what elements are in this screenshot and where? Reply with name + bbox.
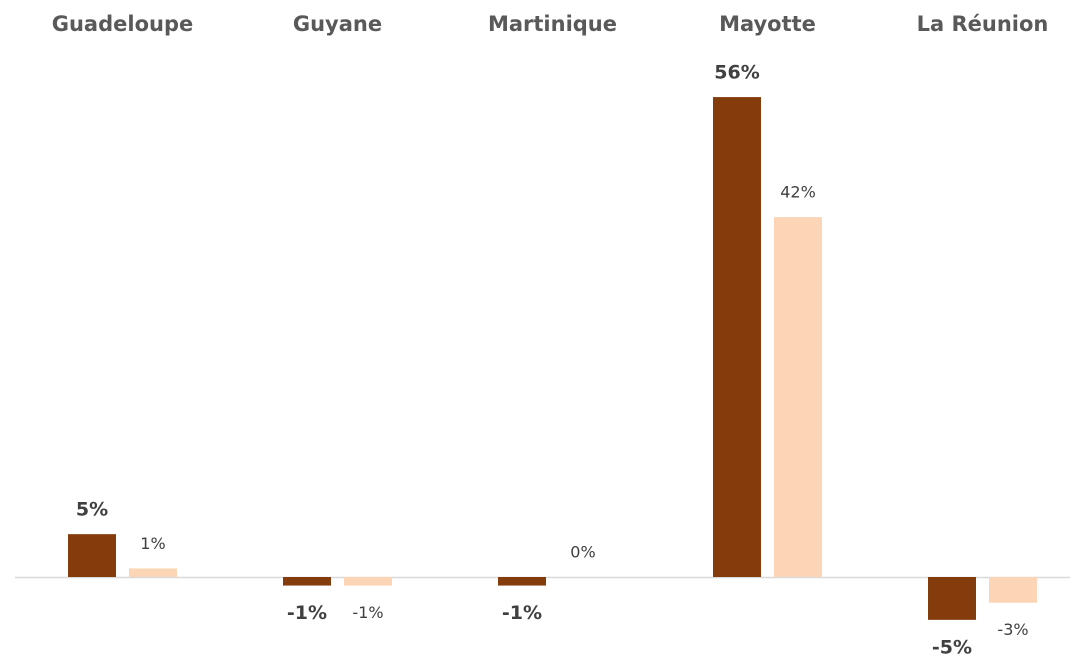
bar: [68, 534, 116, 577]
data-label: 0%: [570, 543, 595, 562]
data-label: -1%: [287, 602, 327, 624]
bar: [283, 577, 331, 586]
category-label: Martinique: [488, 12, 617, 36]
category-label: Guadeloupe: [52, 12, 193, 36]
data-label: 1%: [140, 534, 165, 553]
category-label: Mayotte: [719, 12, 816, 36]
data-label: 42%: [780, 183, 816, 202]
bar: [129, 568, 177, 577]
data-label: -5%: [932, 636, 972, 658]
bar: [928, 577, 976, 620]
data-label: 56%: [714, 62, 759, 84]
bar: [344, 577, 392, 586]
bar: [774, 217, 822, 577]
data-label: -1%: [352, 603, 383, 622]
bar: [713, 97, 761, 577]
category-label: Guyane: [293, 12, 382, 36]
data-label: -1%: [502, 602, 542, 624]
bar: [989, 577, 1037, 603]
bar: [498, 577, 546, 586]
data-label: -3%: [997, 620, 1028, 639]
data-label: 5%: [76, 499, 108, 521]
category-label: La Réunion: [917, 12, 1049, 36]
